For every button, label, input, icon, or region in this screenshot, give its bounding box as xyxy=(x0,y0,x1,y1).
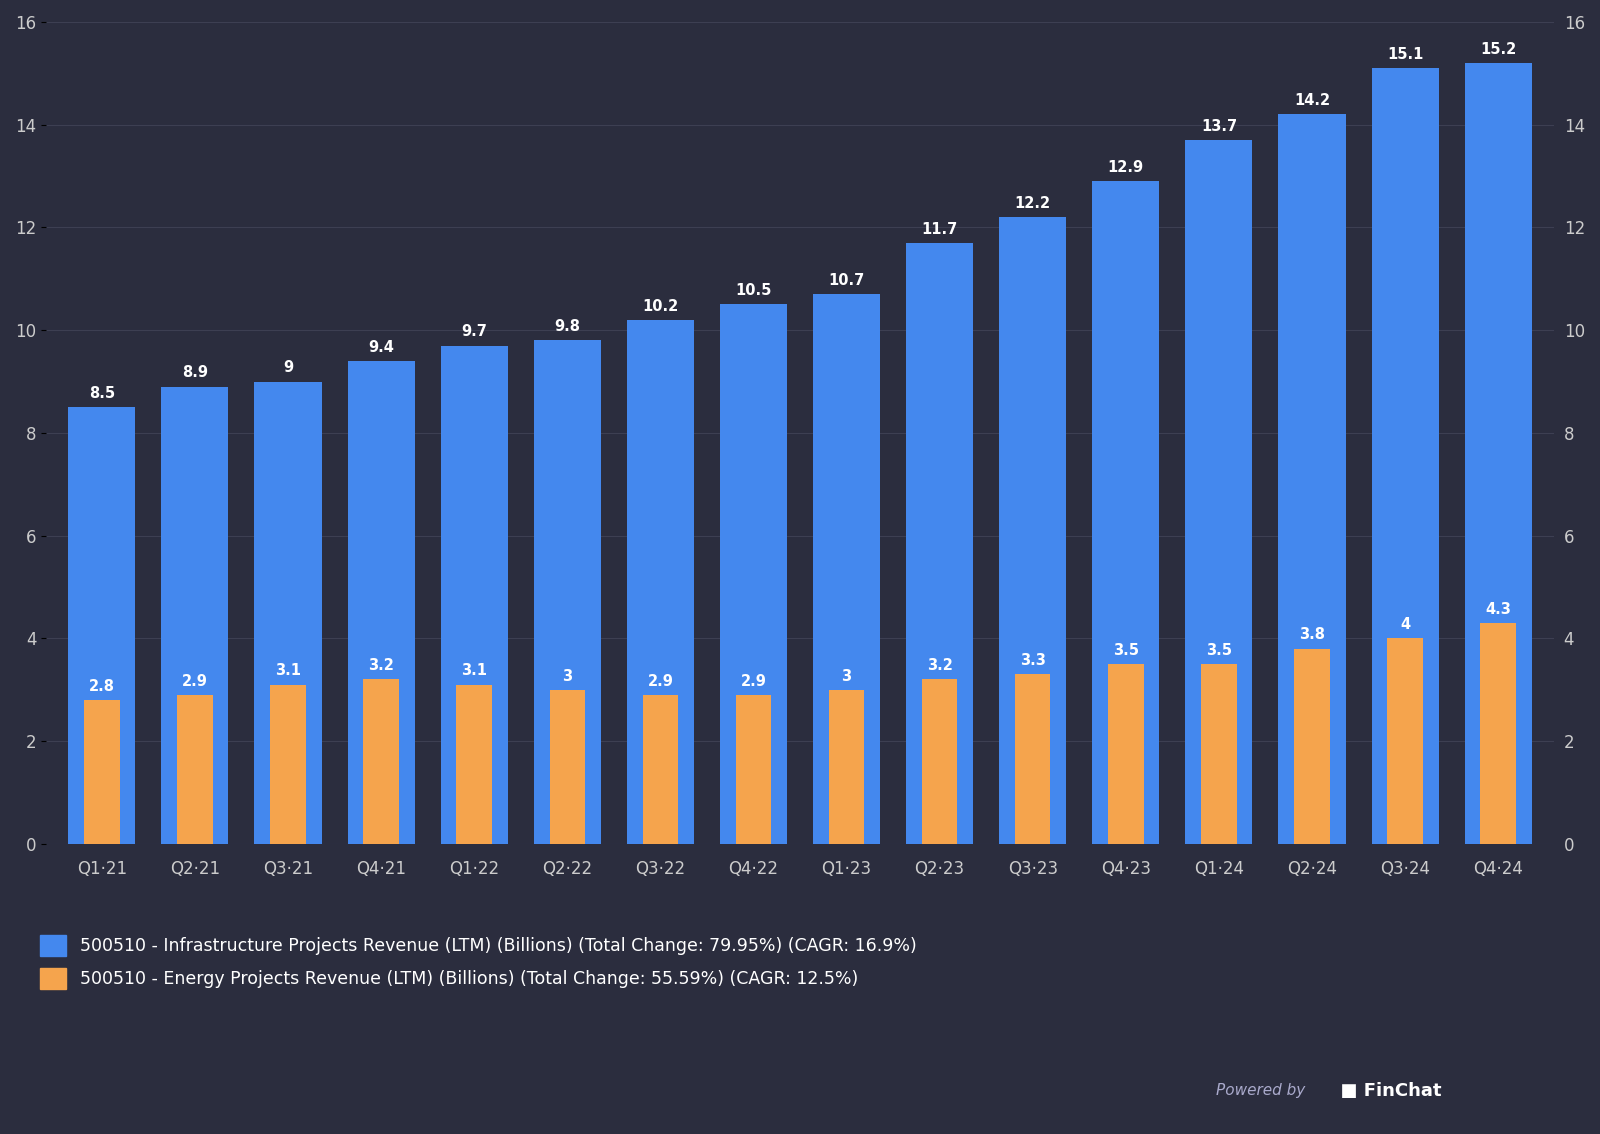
Text: 4: 4 xyxy=(1400,617,1410,632)
Text: 2.9: 2.9 xyxy=(182,674,208,688)
Bar xyxy=(254,381,322,844)
Text: 13.7: 13.7 xyxy=(1202,119,1237,134)
Text: 2.9: 2.9 xyxy=(741,674,766,688)
Legend: 500510 - Infrastructure Projects Revenue (LTM) (Billions) (Total Change: 79.95%): 500510 - Infrastructure Projects Revenue… xyxy=(40,934,917,989)
Bar xyxy=(1371,68,1438,844)
Text: Powered by: Powered by xyxy=(1216,1083,1306,1099)
Text: 9.4: 9.4 xyxy=(368,340,394,355)
Bar xyxy=(1186,141,1253,844)
Text: 3.5: 3.5 xyxy=(1114,643,1139,658)
Text: 3.5: 3.5 xyxy=(1206,643,1232,658)
Bar xyxy=(440,346,507,844)
Text: 14.2: 14.2 xyxy=(1294,93,1330,108)
Text: 15.1: 15.1 xyxy=(1387,46,1424,62)
Bar xyxy=(456,685,491,844)
Bar xyxy=(643,695,678,844)
Text: 12.2: 12.2 xyxy=(1014,196,1051,211)
Text: 3.2: 3.2 xyxy=(926,658,952,674)
Text: 15.2: 15.2 xyxy=(1480,42,1517,57)
Bar xyxy=(829,689,864,844)
Bar xyxy=(347,361,414,844)
Bar xyxy=(1000,218,1066,844)
Text: 3.1: 3.1 xyxy=(461,663,486,678)
Bar xyxy=(1109,665,1144,844)
Bar xyxy=(813,294,880,844)
Bar xyxy=(534,340,600,844)
Bar xyxy=(627,320,694,844)
Text: 4.3: 4.3 xyxy=(1485,602,1510,617)
Text: 10.2: 10.2 xyxy=(642,298,678,314)
Bar xyxy=(1464,64,1531,844)
Text: 2.9: 2.9 xyxy=(648,674,674,688)
Text: 11.7: 11.7 xyxy=(922,221,958,237)
Bar xyxy=(85,700,120,844)
Text: 10.5: 10.5 xyxy=(736,284,771,298)
Text: 9.7: 9.7 xyxy=(461,324,486,339)
Text: 3: 3 xyxy=(842,669,851,684)
Text: 12.9: 12.9 xyxy=(1107,160,1144,175)
Bar xyxy=(1014,675,1051,844)
Text: 9: 9 xyxy=(283,361,293,375)
Bar xyxy=(1480,623,1515,844)
Text: 10.7: 10.7 xyxy=(829,273,864,288)
Text: 9.8: 9.8 xyxy=(554,320,581,335)
Bar xyxy=(1294,649,1330,844)
Text: 8.5: 8.5 xyxy=(88,386,115,401)
Bar xyxy=(906,243,973,844)
Bar xyxy=(549,689,586,844)
Bar xyxy=(178,695,213,844)
Text: 3.2: 3.2 xyxy=(368,658,394,674)
Text: ■ FinChat: ■ FinChat xyxy=(1328,1082,1442,1100)
Bar xyxy=(922,679,957,844)
Text: 2.8: 2.8 xyxy=(90,679,115,694)
Bar xyxy=(162,387,229,844)
Text: 8.9: 8.9 xyxy=(182,365,208,381)
Bar xyxy=(69,407,136,844)
Bar xyxy=(1202,665,1237,844)
Bar xyxy=(363,679,398,844)
Text: 3: 3 xyxy=(562,669,573,684)
Text: 3.1: 3.1 xyxy=(275,663,301,678)
Bar xyxy=(720,304,787,844)
Text: 3.8: 3.8 xyxy=(1299,627,1325,643)
Bar xyxy=(1093,181,1160,844)
Bar xyxy=(1278,115,1346,844)
Bar xyxy=(1387,638,1422,844)
Text: 3.3: 3.3 xyxy=(1019,653,1046,668)
Bar xyxy=(270,685,306,844)
Bar xyxy=(736,695,771,844)
